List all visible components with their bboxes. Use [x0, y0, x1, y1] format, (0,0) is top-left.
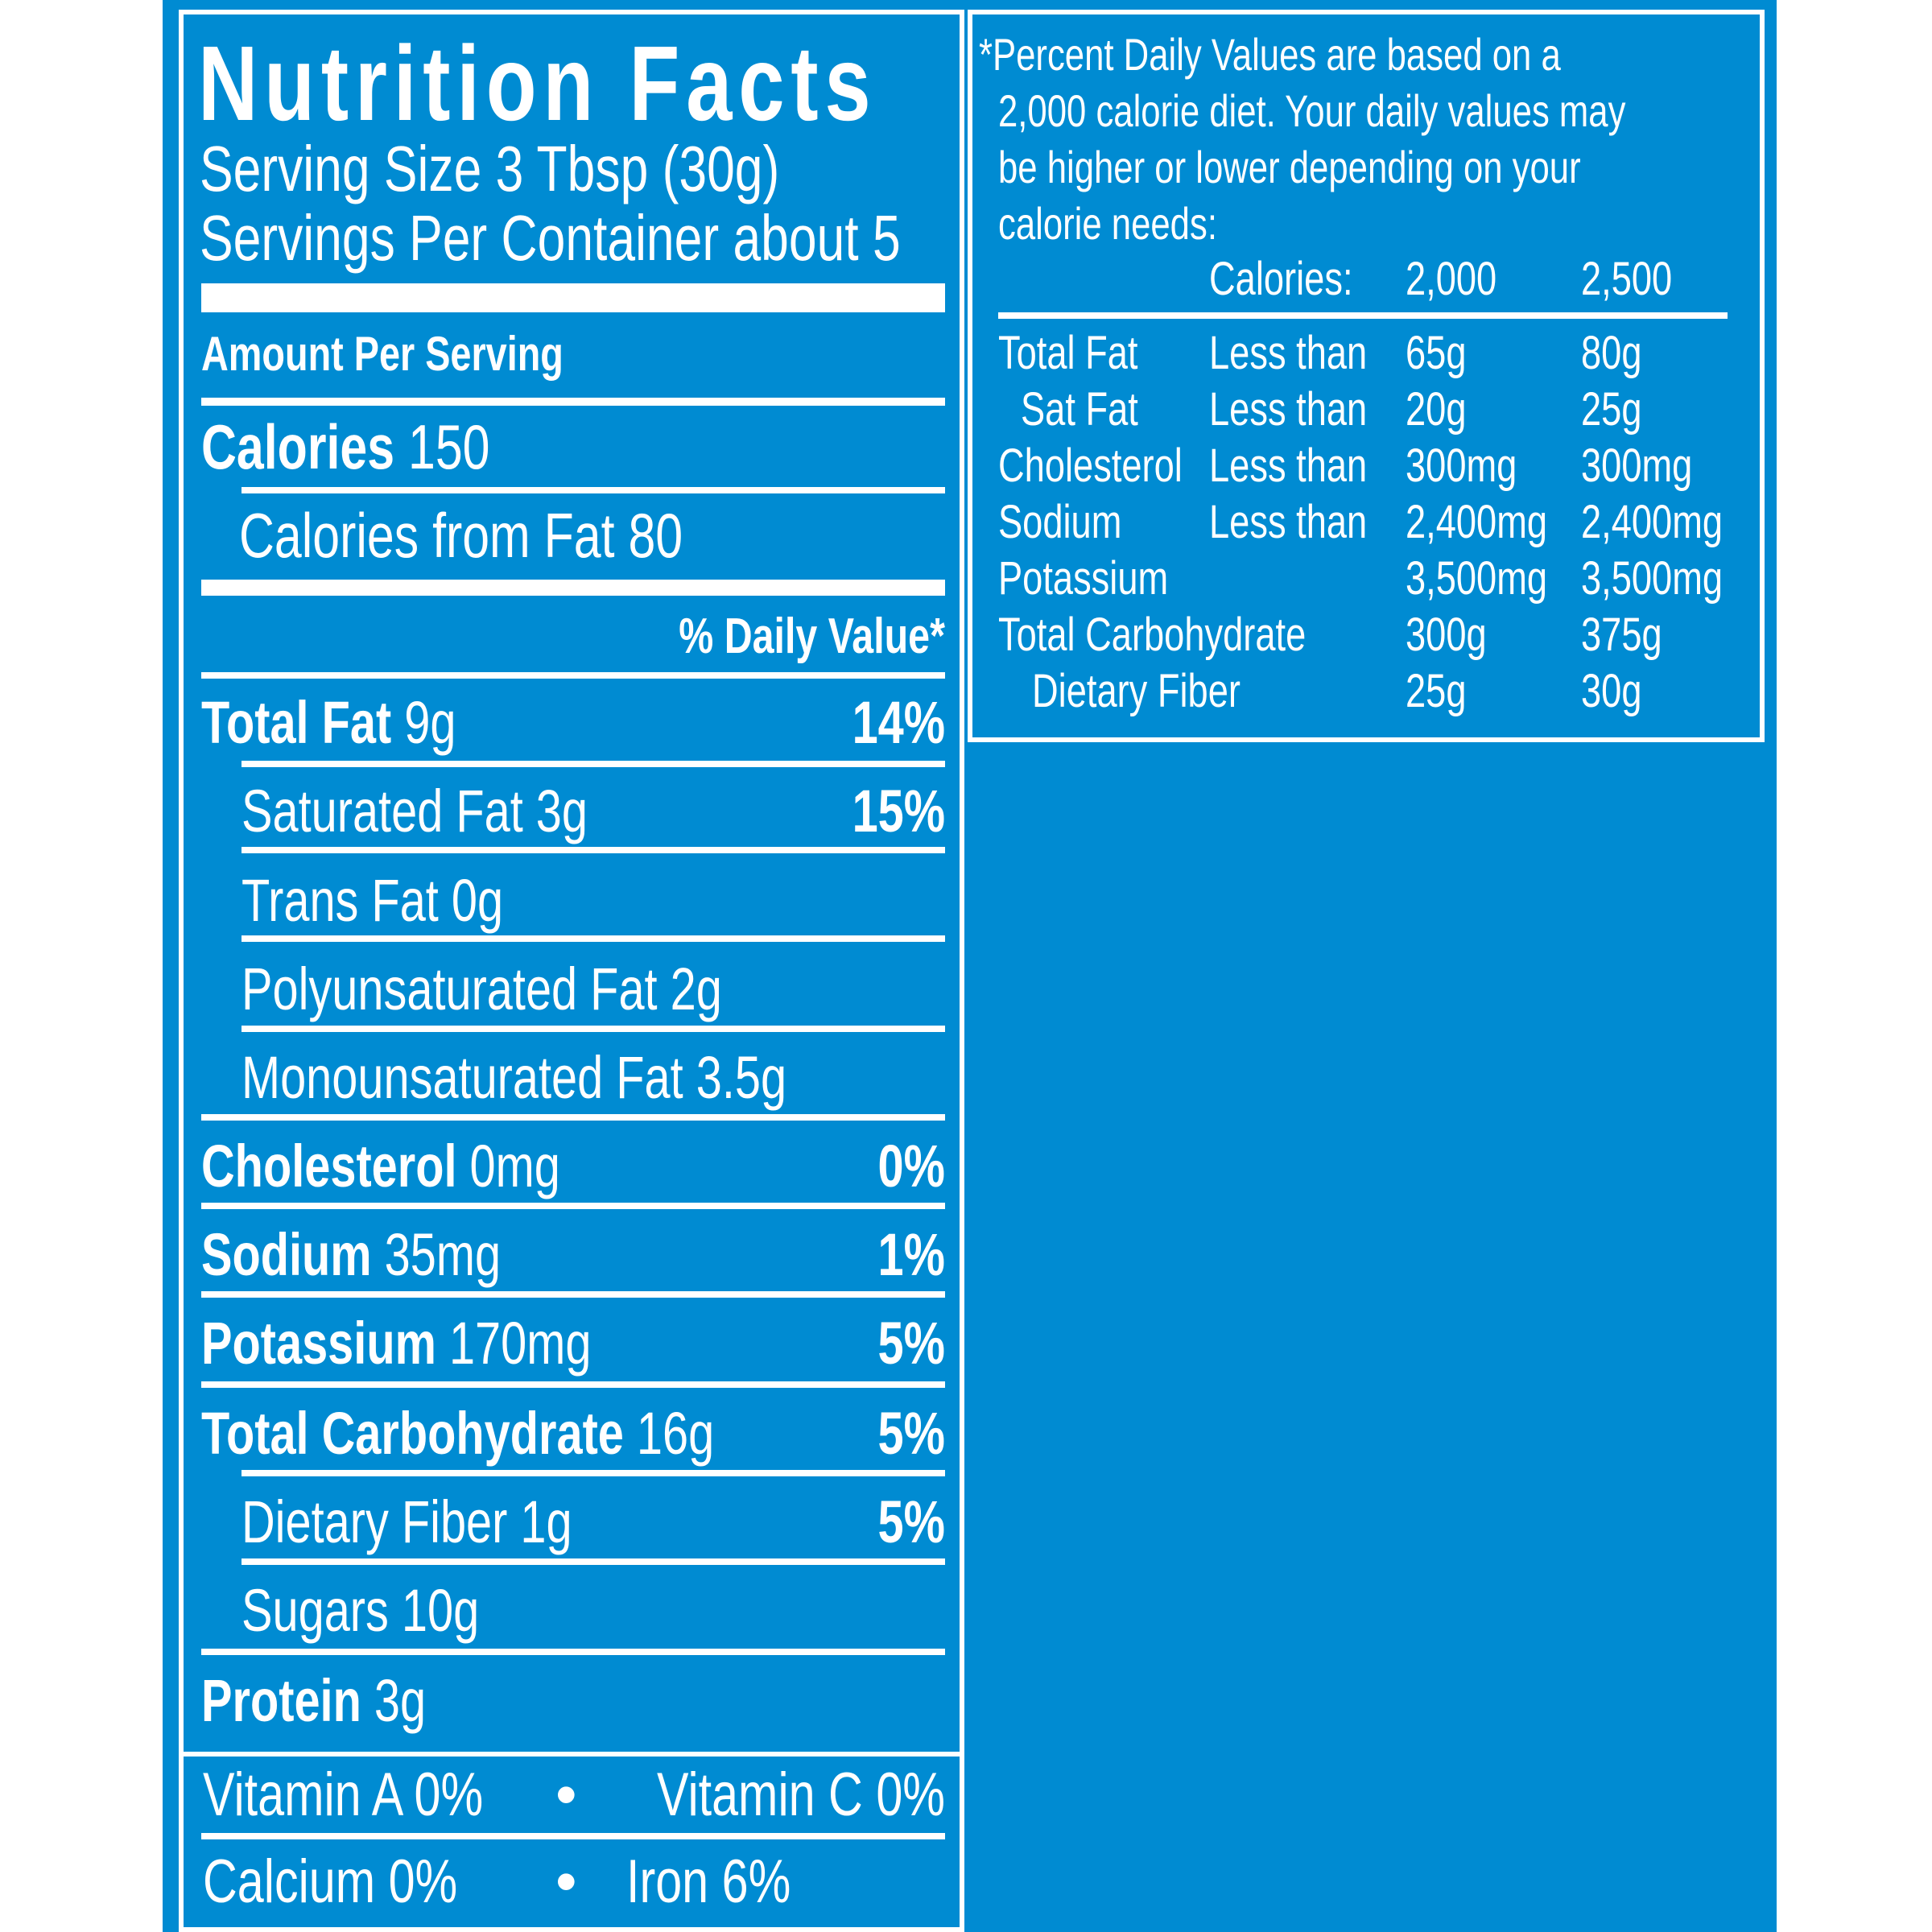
divider	[201, 1291, 945, 1298]
divider	[242, 935, 945, 942]
calories-row: Calories 150	[201, 415, 572, 478]
divider	[201, 1649, 945, 1655]
divider	[242, 1470, 945, 1476]
dv-col-2500: 2,500	[1581, 253, 1673, 305]
footnote-line-2: 2,000 calorie diet. Your daily values ma…	[998, 85, 1626, 136]
nutrient-row-protein: Protein 3g	[201, 1667, 427, 1734]
vitamin-c: Vitamin C 0%	[656, 1761, 945, 1829]
calories-value: 150	[407, 411, 490, 482]
divider	[201, 1833, 945, 1839]
servings-per-container: Servings Per Container about 5	[200, 202, 901, 274]
nutrient-row-polyunsaturated-fat: Polyunsaturated Fat 2g	[242, 956, 722, 1022]
daily-value-header: % Daily Value*	[679, 609, 945, 664]
divider	[242, 761, 945, 767]
footnote-panel	[968, 10, 1765, 742]
divider	[201, 1203, 945, 1209]
nutrient-row-sodium: Sodium 35mg 1%	[201, 1221, 945, 1288]
divider	[242, 487, 945, 493]
medium-divider	[201, 580, 945, 596]
nutrient-row-potassium: Potassium 170mg 5%	[201, 1310, 945, 1377]
thick-divider	[201, 283, 945, 312]
vitamin-a: Vitamin A 0%	[203, 1761, 484, 1829]
divider	[242, 1558, 945, 1565]
divider	[201, 1114, 945, 1121]
nutrient-row-sugars: Sugars 10g	[242, 1577, 480, 1644]
nutrient-row-dietary-fiber: Dietary Fiber 1g 5%	[242, 1488, 945, 1555]
divider	[242, 847, 945, 853]
label-title: Nutrition Facts	[198, 24, 877, 142]
bullet-separator: •	[555, 1761, 577, 1829]
footnote-line-3: be higher or lower depending on your	[998, 142, 1581, 192]
calories-from-fat: Calories from Fat 80	[239, 500, 683, 571]
divider	[201, 1381, 945, 1388]
nutrient-row-trans-fat: Trans Fat 0g	[242, 867, 504, 934]
divider	[201, 398, 945, 406]
serving-size: Serving Size 3 Tbsp (30g)	[200, 133, 780, 204]
footnote-line-1: *Percent Daily Values are based on a	[979, 29, 1561, 80]
calories-label: Calories	[201, 411, 395, 482]
vitamin-panel	[179, 1752, 964, 1932]
footnote-line-4: calorie needs:	[998, 198, 1217, 249]
nutrient-row-total-carbohydrate: Total Carbohydrate 16g 5%	[201, 1400, 945, 1467]
nutrient-row-saturated-fat: Saturated Fat 3g 15%	[242, 778, 945, 844]
divider	[201, 672, 945, 679]
nutrient-row-monounsaturated-fat: Monounsaturated Fat 3.5g	[242, 1044, 787, 1111]
iron: Iron 6%	[626, 1847, 791, 1916]
divider	[242, 1026, 945, 1032]
nutrient-row-cholesterol: Cholesterol 0mg 0%	[201, 1133, 945, 1199]
bullet-separator: •	[555, 1847, 577, 1916]
nutrient-row-total-fat: Total Fat 9g 14%	[201, 689, 945, 756]
amount-per-serving: Amount Per Serving	[201, 327, 564, 381]
dv-col-2000: 2,000	[1406, 253, 1497, 305]
divider	[998, 312, 1728, 319]
dv-calories-label: Calories:	[1209, 253, 1353, 305]
calcium: Calcium 0%	[203, 1847, 458, 1916]
